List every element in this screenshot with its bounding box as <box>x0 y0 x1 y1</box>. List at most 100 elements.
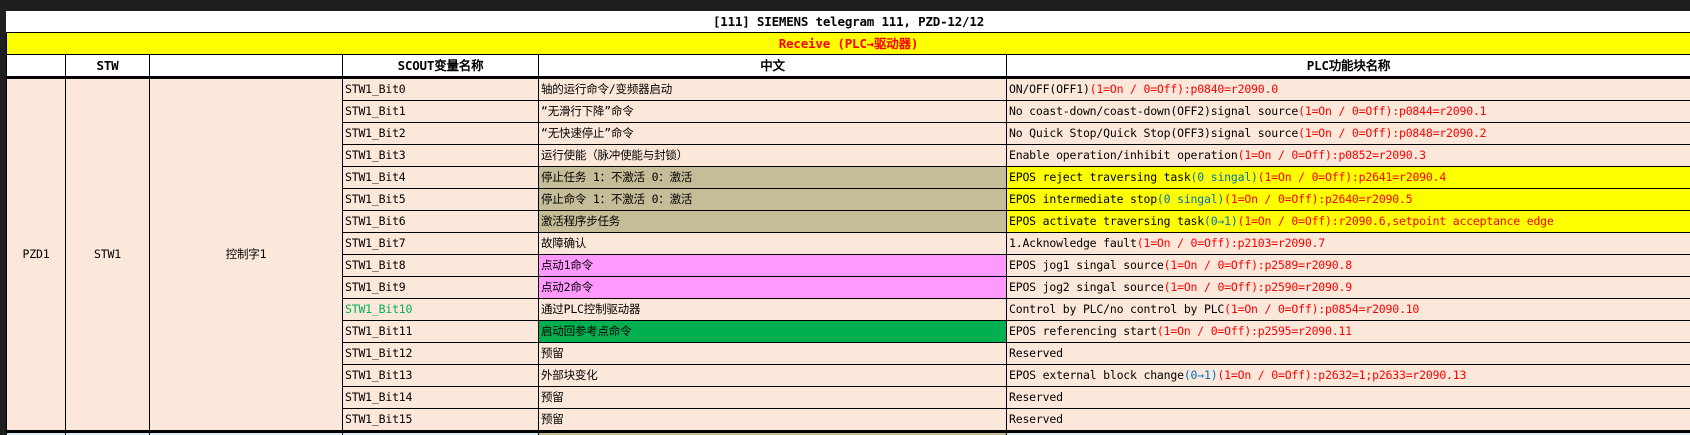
scout-var-cell[interactable]: STW1_Bit0 <box>342 77 539 101</box>
plc-text-segment: (1=On / 0=Off):p2103=r2090.7 <box>1136 236 1326 250</box>
table-row: STW1_Bit12 预留 Reserved <box>7 342 1690 365</box>
plc-text-segment: Enable operation/inhibit operation <box>1009 148 1238 162</box>
table-row: STW1_Bit4 停止任务 1：不激活 0：激活 EPOS reject trav… <box>7 166 1690 189</box>
plc-block-cell[interactable]: ON/OFF(OFF1)(1=On / 0=Off):p0840=r2090.0 <box>1006 77 1690 101</box>
chinese-desc-cell[interactable]: 预留 <box>538 342 1007 365</box>
empty-cell[interactable] <box>65 430 150 435</box>
sheet-title[interactable]: [111] SIEMENS telegram 111, PZD-12/12 <box>6 11 1690 33</box>
control-word-cell[interactable]: 控制字1 <box>149 77 343 432</box>
chinese-desc-cell[interactable]: 故障确认 <box>538 232 1007 255</box>
scout-var-cell[interactable]: STW1_Bit15 <box>342 408 539 432</box>
chinese-desc-cell[interactable]: “无快速停止”命令 <box>538 122 1007 145</box>
chinese-desc-cell[interactable]: 停止任务 1：不激活 0：激活 <box>538 166 1007 189</box>
spreadsheet: [111] SIEMENS telegram 111, PZD-12/12 Re… <box>6 11 1690 435</box>
empty-cell[interactable] <box>342 430 539 435</box>
table-row: STW1_Bit10 通过PLC控制驱动器 Control by PLC/no co… <box>7 298 1690 321</box>
plc-text-segment: (1=On / 0=Off):p0840=r2090.0 <box>1089 82 1278 96</box>
plc-text-segment: (0→1) <box>1203 214 1238 228</box>
plc-text-segment: ON/OFF(OFF1) <box>1009 82 1090 96</box>
scout-var-cell[interactable]: STW1_Bit11 <box>342 320 539 343</box>
empty-cell[interactable] <box>6 430 66 435</box>
chinese-desc-cell[interactable]: 外部块变化 <box>538 364 1007 387</box>
plc-text-segment: No coast-down/coast-down(OFF2)signal sou… <box>1009 104 1299 118</box>
plc-block-cell[interactable]: EPOS activate traversing task(0→1)(1=On … <box>1006 210 1690 233</box>
plc-text-segment: (1=On / 0=Off):p2589=r2090.8 <box>1163 258 1352 272</box>
direction-banner[interactable]: Receive (PLC→驱动器) <box>6 32 1690 55</box>
scout-var-cell[interactable]: STW1_Bit8 <box>342 254 539 277</box>
plc-text-segment: Reserved <box>1009 346 1063 360</box>
chinese-desc-cell[interactable]: “无滑行下降”命令 <box>538 100 1007 123</box>
scout-var-cell[interactable]: STW1_Bit10 <box>342 298 539 321</box>
chinese-desc-cell[interactable]: 预留 <box>538 408 1007 432</box>
plc-block-cell[interactable]: Reserved <box>1006 342 1690 365</box>
scout-var-cell[interactable]: STW1_Bit14 <box>342 386 539 409</box>
plc-text-segment: (1=On / 0=Off):p2641=r2090.4 <box>1257 170 1447 184</box>
chinese-desc-cell[interactable]: 激活程序步任务 <box>538 210 1007 233</box>
plc-block-cell[interactable]: Reserved <box>1006 386 1690 409</box>
chinese-desc-cell[interactable]: 通过PLC控制驱动器 <box>538 298 1007 321</box>
table-row: STW1_Bit6 激活程序步任务 EPOS activate traversing… <box>7 210 1690 233</box>
header-stw[interactable]: STW <box>65 54 150 79</box>
chinese-desc-cell[interactable]: 预留 <box>538 386 1007 409</box>
header-chinese[interactable]: 中文 <box>538 54 1007 79</box>
scout-var-cell[interactable]: STW1_Bit3 <box>342 144 539 167</box>
chinese-desc-cell[interactable]: 运行使能（脉冲使能与封锁） <box>538 144 1007 167</box>
table-row: STW1_Bit8 点动1命令 EPOS jog1 singal source(1=… <box>7 254 1690 277</box>
table-row: PZD1 STW1 控制字1 STW1_Bit0 轴的运行命令/变频器启动 ON/OFF(… <box>6 77 1690 432</box>
scout-var-cell[interactable]: STW1_Bit6 <box>342 210 539 233</box>
plc-block-cell[interactable]: EPOS intermediate stop(0 singal)(1=On / … <box>1006 188 1690 211</box>
chinese-desc-cell[interactable]: 启动回参考点命令 <box>538 320 1007 343</box>
scout-var-cell[interactable]: STW1_Bit13 <box>342 364 539 387</box>
plc-text-segment: EPOS referencing start <box>1009 324 1157 338</box>
plc-block-cell[interactable]: No coast-down/coast-down(OFF2)signal sou… <box>1006 100 1690 123</box>
plc-block-cell[interactable]: EPOS jog2 singal source(1=On / 0=Off):p2… <box>1006 276 1690 299</box>
plc-text-segment: EPOS activate traversing task <box>1009 214 1204 228</box>
plc-text-segment: (1=On / 0=Off):p2595=r2090.11 <box>1156 324 1352 338</box>
chinese-desc-cell[interactable]: 点动2命令 <box>538 276 1007 299</box>
plc-block-cell[interactable]: EPOS external block change(0→1)(1=On / 0… <box>1006 364 1690 387</box>
plc-block-cell[interactable]: 1.Acknowledge fault(1=On / 0=Off):p2103=… <box>1006 232 1690 255</box>
table-row: STW1_Bit2 “无快速停止”命令 No Quick Stop/Quick St… <box>7 122 1690 145</box>
plc-block-cell[interactable]: EPOS reject traversing task(0 singal)(1=… <box>1006 166 1690 189</box>
plc-text-segment: (0 singal) <box>1190 170 1258 184</box>
chinese-desc-cell[interactable]: 停止命令 1：不激活 0：激活 <box>538 188 1007 211</box>
plc-block-cell[interactable]: EPOS jog1 singal source(1=On / 0=Off):p2… <box>1006 254 1690 277</box>
header-desc[interactable] <box>149 54 343 79</box>
plc-block-cell[interactable]: Control by PLC/no control by PLC(1=On / … <box>1006 298 1690 321</box>
chinese-desc-cell[interactable]: 轴的运行命令/变频器启动 <box>538 77 1007 101</box>
table-row: STW1_Bit1 “无滑行下降”命令 No coast-down/coast-do… <box>7 100 1690 123</box>
plc-text-segment: (1=On / 0=Off):p0848=r2090.2 <box>1298 126 1487 140</box>
telegram-table: [111] SIEMENS telegram 111, PZD-12/12 Re… <box>6 11 1690 435</box>
plc-block-cell[interactable]: No Quick Stop/Quick Stop(OFF3)signal sou… <box>1006 122 1690 145</box>
plc-text-segment: EPOS external block change <box>1009 368 1184 382</box>
plc-text-segment: Reserved <box>1009 412 1063 426</box>
plc-text-segment: Control by PLC/no control by PLC <box>1009 302 1225 316</box>
table-row: STW1_Bit9 点动2命令 EPOS jog2 singal source(1=… <box>7 276 1690 299</box>
empty-cell[interactable] <box>538 430 1007 435</box>
pzd-cell[interactable]: PZD1 <box>6 77 66 432</box>
header-plc-block[interactable]: PLC功能块名称 <box>1006 54 1690 79</box>
plc-block-cell[interactable]: Reserved <box>1006 408 1690 432</box>
scout-var-cell[interactable]: STW1_Bit9 <box>342 276 539 299</box>
plc-block-cell[interactable]: EPOS referencing start(1=On / 0=Off):p25… <box>1006 320 1690 343</box>
chinese-desc-cell[interactable]: 点动1命令 <box>538 254 1007 277</box>
plc-text-segment: EPOS reject traversing task <box>1009 170 1191 184</box>
stw-cell[interactable]: STW1 <box>65 77 150 432</box>
empty-cell[interactable] <box>149 430 343 435</box>
table-row: STW1_Bit14 预留 Reserved <box>7 386 1690 409</box>
scout-var-cell[interactable]: STW1_Bit12 <box>342 342 539 365</box>
next-group-row <box>6 430 1690 435</box>
header-scout-var[interactable]: SCOUT变量名称 <box>342 54 539 79</box>
table-row: STW1_Bit5 停止命令 1：不激活 0：激活 EPOS intermediat… <box>7 188 1690 211</box>
plc-text-segment: (1=On / 0=Off):p0844=r2090.1 <box>1298 104 1487 118</box>
empty-cell[interactable] <box>1006 430 1690 435</box>
scout-var-cell[interactable]: STW1_Bit2 <box>342 122 539 145</box>
plc-text-segment: (1=On / 0=Off):p0854=r2090.10 <box>1224 302 1420 316</box>
table-row: STW1_Bit13 外部块变化 EPOS external block chang… <box>7 364 1690 387</box>
scout-var-cell[interactable]: STW1_Bit7 <box>342 232 539 255</box>
scout-var-cell[interactable]: STW1_Bit4 <box>342 166 539 189</box>
scout-var-cell[interactable]: STW1_Bit5 <box>342 188 539 211</box>
header-pzd[interactable] <box>6 54 66 79</box>
plc-block-cell[interactable]: Enable operation/inhibit operation(1=On … <box>1006 144 1690 167</box>
scout-var-cell[interactable]: STW1_Bit1 <box>342 100 539 123</box>
